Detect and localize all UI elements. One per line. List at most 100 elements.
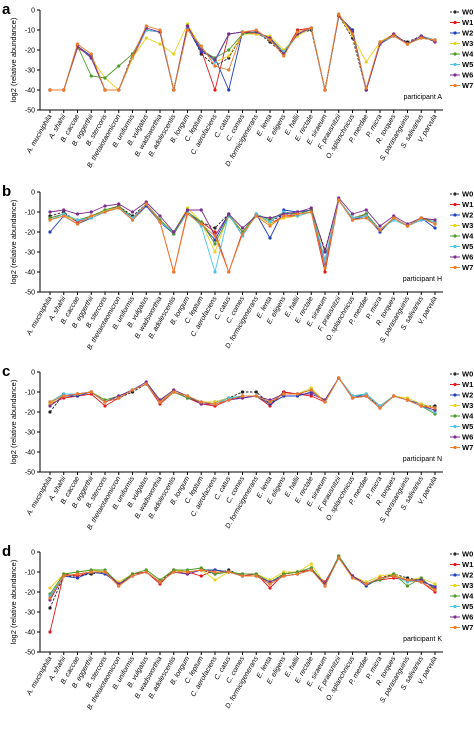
legend-label: W1	[462, 18, 473, 27]
series-line-w7	[49, 557, 436, 599]
data-point	[350, 212, 355, 216]
y-tick-label: 0	[31, 370, 35, 377]
data-point	[364, 208, 368, 212]
data-point	[364, 394, 368, 398]
data-point	[392, 394, 396, 398]
data-point	[213, 234, 217, 238]
legend-label: W6	[462, 71, 473, 80]
data-point	[227, 68, 231, 72]
data-point	[254, 28, 258, 32]
data-point	[309, 568, 313, 572]
data-point	[75, 212, 80, 216]
data-point	[227, 570, 231, 574]
data-point	[282, 392, 286, 396]
data-point	[268, 38, 272, 42]
series-line-w0	[49, 199, 436, 252]
data-point	[419, 580, 423, 584]
data-point	[185, 394, 190, 398]
legend-marker	[453, 615, 457, 619]
data-point	[433, 406, 437, 410]
data-point	[240, 226, 245, 230]
legend-marker	[453, 594, 457, 598]
data-point	[48, 400, 52, 404]
data-point	[130, 574, 135, 578]
data-point	[240, 232, 245, 236]
data-point	[350, 218, 355, 222]
panel-letter: c	[2, 363, 10, 380]
y-tick-label: -10	[25, 28, 35, 35]
data-point	[309, 210, 313, 214]
data-point	[323, 584, 327, 588]
legend-label: W6	[462, 433, 473, 442]
legend-marker	[453, 244, 457, 249]
data-point	[213, 226, 217, 230]
y-tick-label: -10	[25, 210, 35, 217]
data-point	[309, 562, 313, 566]
legend-marker	[453, 403, 457, 408]
data-point	[172, 390, 176, 394]
data-point	[227, 270, 231, 274]
legend-label: W2	[462, 391, 473, 400]
data-point	[117, 88, 121, 92]
data-point	[419, 404, 423, 408]
legend-label: W1	[462, 560, 473, 569]
legend-marker	[453, 255, 457, 259]
data-point	[240, 574, 245, 578]
data-point	[295, 30, 300, 34]
data-point	[378, 224, 382, 228]
legend-marker	[453, 414, 457, 418]
data-point	[158, 580, 162, 584]
y-tick-label: -30	[25, 430, 35, 437]
legend-marker	[453, 223, 457, 228]
legend-label: W1	[462, 380, 473, 389]
legend-marker	[453, 604, 457, 609]
data-point	[364, 60, 368, 64]
y-tick-label: -50	[25, 290, 35, 297]
data-point	[323, 400, 327, 404]
data-point	[103, 400, 107, 404]
data-point	[378, 40, 382, 44]
data-point	[213, 64, 217, 68]
data-point	[282, 574, 286, 578]
legend-label: W2	[462, 29, 473, 38]
data-point	[48, 596, 52, 600]
legend-marker	[453, 435, 457, 439]
data-point	[392, 34, 396, 38]
legend-marker	[453, 234, 457, 238]
data-point	[213, 242, 217, 246]
data-point	[240, 390, 245, 394]
legend-marker	[453, 552, 457, 556]
legend-label: W2	[462, 571, 473, 580]
data-point	[337, 12, 341, 16]
data-point	[309, 388, 313, 392]
data-point	[130, 218, 135, 222]
data-point	[433, 582, 437, 586]
data-point	[227, 54, 231, 58]
data-point	[62, 214, 66, 218]
data-point	[62, 208, 66, 212]
data-point	[433, 218, 437, 222]
legend-label: W3	[462, 401, 473, 410]
legend-label: W3	[462, 581, 473, 590]
legend-marker	[453, 382, 457, 387]
data-point	[213, 250, 217, 254]
legend-label: W7	[462, 263, 473, 272]
legend-marker	[453, 41, 457, 46]
data-point	[254, 214, 258, 218]
data-point	[144, 36, 148, 40]
panel-letter: a	[2, 1, 11, 18]
series-line-w6	[49, 197, 436, 254]
data-point	[405, 42, 410, 46]
data-point	[172, 270, 176, 274]
data-point	[103, 204, 107, 208]
data-point	[433, 226, 437, 230]
data-point	[130, 210, 135, 214]
data-point	[405, 584, 410, 588]
data-point	[185, 212, 190, 216]
y-axis-label: log2 (relative abundance)	[9, 379, 18, 464]
data-point	[309, 206, 313, 210]
data-point	[295, 572, 300, 576]
